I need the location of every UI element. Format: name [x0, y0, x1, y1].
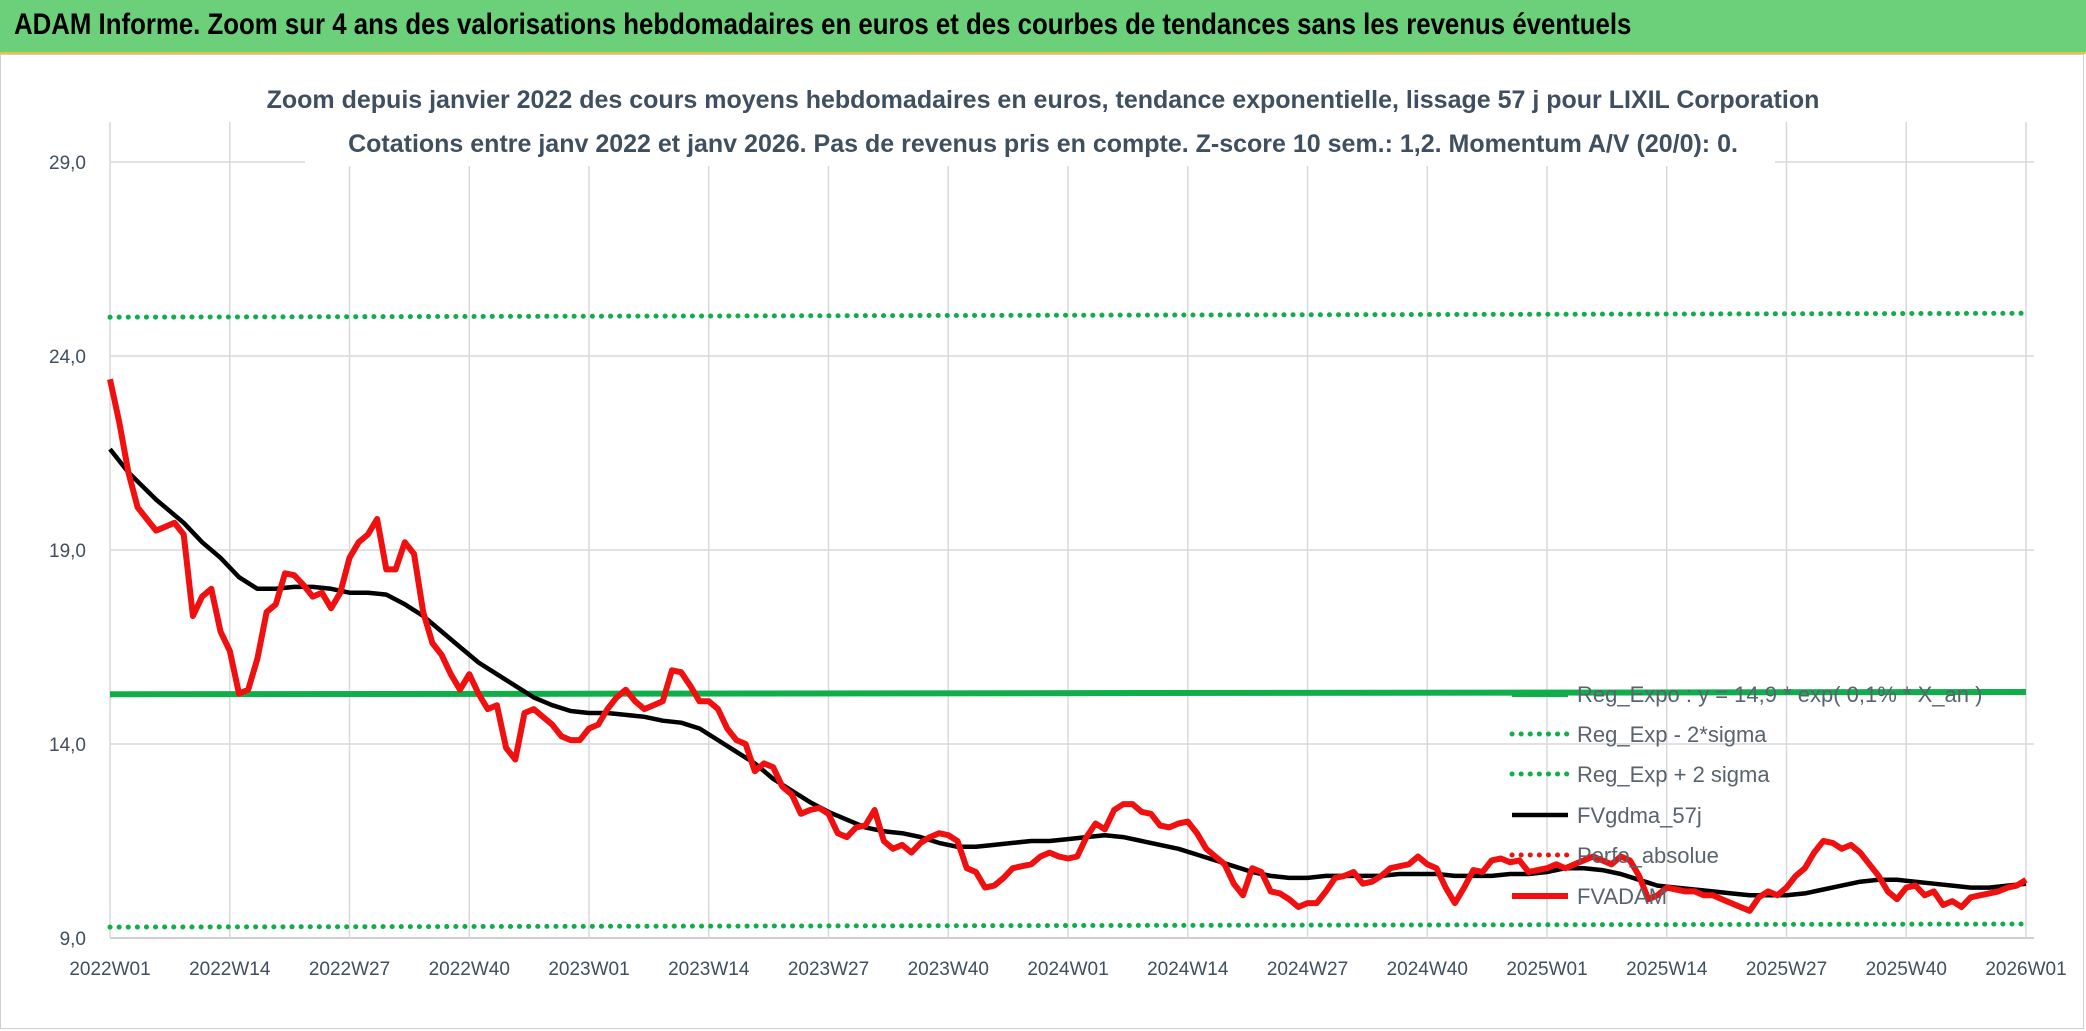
legend-label: FVADAM: [1577, 884, 1667, 909]
legend-label: Reg_Exp - 2*sigma: [1577, 722, 1767, 747]
series-line-3: [108, 447, 2027, 898]
chart-title: Zoom depuis janvier 2022 des cours moyen…: [267, 86, 1820, 114]
report-banner-title: ADAM Informe. Zoom sur 4 ans des valoris…: [14, 8, 1632, 41]
x-tick-label: 2022W27: [309, 959, 390, 980]
x-tick-label: 2022W40: [429, 959, 510, 980]
legend-label: FVgdma_57j: [1577, 803, 1702, 828]
x-tick-label: 2024W01: [1027, 959, 1108, 980]
report-banner: ADAM Informe. Zoom sur 4 ans des valoris…: [0, 0, 2086, 54]
title-background: [305, 80, 1775, 166]
legend-label: Reg_Expo : y = 14,9 * exp( 0,1% * X_an ): [1577, 682, 1982, 707]
x-tick-label: 2024W40: [1387, 959, 1468, 980]
chart-axes: 9,0 14,0 19,0 24,0 29,0 2022W01 2022W14 2022W27…: [49, 153, 2067, 980]
x-tick-label: 2023W40: [908, 959, 989, 980]
x-tick-label: 2026W01: [1985, 959, 2066, 980]
series-line-2: [107, 310, 2029, 320]
chart-grid: [109, 122, 2034, 939]
chart-legend: Reg_Expo : y = 14,9 * exp( 0,1% * X_an )…: [1509, 682, 1982, 909]
x-tick-label: 2023W01: [548, 959, 629, 980]
y-tick-label: 19,0: [49, 541, 86, 562]
x-tick-label: 2024W27: [1267, 959, 1348, 980]
x-tick-label: 2025W01: [1506, 959, 1587, 980]
y-tick-label: 14,0: [49, 735, 86, 756]
series-line-1: [107, 921, 2029, 930]
x-tick-label: 2023W27: [788, 959, 869, 980]
x-tick-label: 2022W14: [189, 959, 271, 980]
series-line-5: [107, 378, 2028, 914]
x-tick-label: 2025W40: [1866, 959, 1947, 980]
x-tick-label: 2025W14: [1626, 959, 1708, 980]
series-line-0: [109, 689, 2027, 698]
x-tick-label: 2023W14: [668, 959, 750, 980]
chart-frame: [0, 54, 2084, 1029]
x-tick-label: 2022W01: [69, 959, 150, 980]
y-tick-label: 29,0: [49, 153, 86, 174]
legend-label: Perfo_absolue: [1577, 843, 1719, 868]
y-tick-label: 9,0: [60, 929, 86, 950]
x-tick-label: 2024W14: [1147, 959, 1229, 980]
y-tick-label: 24,0: [49, 347, 86, 368]
legend-label: Reg_Exp + 2 sigma: [1577, 762, 1770, 787]
x-tick-label: 2025W27: [1746, 959, 1827, 980]
chart-series: [107, 310, 2029, 930]
chart-subtitle: Cotations entre janv 2022 et janv 2026. …: [348, 130, 1738, 158]
